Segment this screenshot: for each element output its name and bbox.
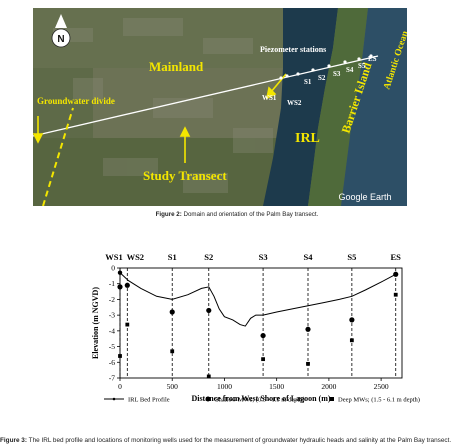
deep-well-point [393,292,398,297]
shallow-well-point [349,317,355,323]
legend-label-deep: Deep MWs; (1.5 - 6.1 m depth) [338,397,420,404]
figure-3-caption-label: Figure 3: [0,437,27,444]
x-tick-label: 1000 [217,382,232,391]
x-tick-label: 2500 [374,382,389,391]
north-label: N [57,34,64,45]
well-label-s1: S1 [168,252,177,262]
map-ws1-label: WS1 [262,94,277,102]
shallow-well-point [206,307,212,314]
y-tick-label: -2 [109,295,115,304]
ocean-water [341,8,407,206]
shallow-well-point [124,282,130,288]
well-label-s4: S4 [304,252,314,262]
groundwater-divide-line [42,107,74,206]
north-arrow-icon: N [51,14,71,48]
well-label-es: ES [391,252,402,262]
deep-well-point [306,361,310,366]
shallow-well-point [117,284,123,290]
deep-well-point [170,349,175,354]
study-transect-label: Study Transect [143,168,227,183]
profile-chart: WS1 WS2 S1 S2 S3 S4 S5 ES 0 500 1000 1500 2000 2500 0… [0,240,474,432]
figure-2-caption-text: Domain and orientation of the Palm Bay t… [181,211,319,218]
well-label-s3: S3 [259,252,268,262]
y-tick-label: -4 [109,326,115,335]
deep-well-point [125,322,130,327]
map-ws2-label: WS2 [287,99,302,107]
x-tick-label: 1500 [269,382,284,391]
satellite-map: Mainland Groundwater divide Piezometer s… [33,8,407,206]
groundwater-divide-label: Groundwater divide [37,96,115,106]
map-station-s4: S4 [346,66,354,74]
shallow-well-point [169,309,175,315]
shallow-well-point [305,326,311,332]
mainland-label: Mainland [149,59,204,74]
deep-well-point [261,357,265,362]
x-tick-label: 2000 [321,382,336,391]
well-label-ws1: WS1 [105,252,122,262]
deep-well-point [118,354,122,358]
legend-swatch-shallow [205,396,211,402]
irl-label: IRL [295,131,320,146]
y-tick-label: -6 [109,358,115,367]
figure-3-caption: Figure 3: The IRL bed profile and locati… [0,437,451,444]
map-station-s5: S5 [358,62,366,70]
deep-well-point [206,374,211,379]
figure-3-caption-text: The IRL bed profile and locations of mon… [27,437,452,444]
shallow-well-point [260,332,266,339]
legend-label-shallow: Shallow MWs; (0.5 - 1.5 m depth) [215,397,305,404]
map-station-s3: S3 [333,70,341,78]
y-tick-label: -7 [109,374,115,383]
map-station-es: ES [368,55,377,63]
y-tick-label: 0 [111,264,115,273]
legend-label-profile: IRL Bed Profile [128,397,170,404]
deep-well-point [349,338,354,343]
y-axis-label: Elevation (m NGVD) [91,287,100,359]
x-tick-label: 500 [167,382,179,391]
series-line-irl-bed-profile [119,272,396,327]
map-station-s2: S2 [318,74,326,82]
ws-arrow [270,73,287,93]
figure-2-caption-label: Figure 2: [155,211,182,218]
shallow-well-point [393,271,399,277]
profile-endpoint [117,270,123,275]
y-tick-label: -3 [109,311,115,320]
lagoon-water [263,8,338,206]
piezometer-stations-label: Piezometer stations [260,45,326,54]
y-tick-label: -1 [109,279,115,288]
well-label-ws2: WS2 [127,252,144,262]
x-tick-label: 0 [118,382,122,391]
map-station-s1: S1 [304,78,312,86]
well-label-s2: S2 [204,252,213,262]
y-tick-label: -5 [109,342,115,351]
x-axis-label: Distance from West Shore of Lagoon (m) [191,394,330,403]
figure-2-caption: Figure 2: Domain and orientation of the … [0,211,474,218]
plot-frame [119,267,403,379]
transect-line [33,55,379,137]
legend-swatch-deep [330,397,334,401]
google-earth-watermark: Google Earth [338,192,391,202]
barrier-island [308,8,368,206]
well-label-s5: S5 [347,252,356,262]
legend: IRL Bed Profile Shallow MWs; (0.5 - 1.5 … [104,396,420,404]
